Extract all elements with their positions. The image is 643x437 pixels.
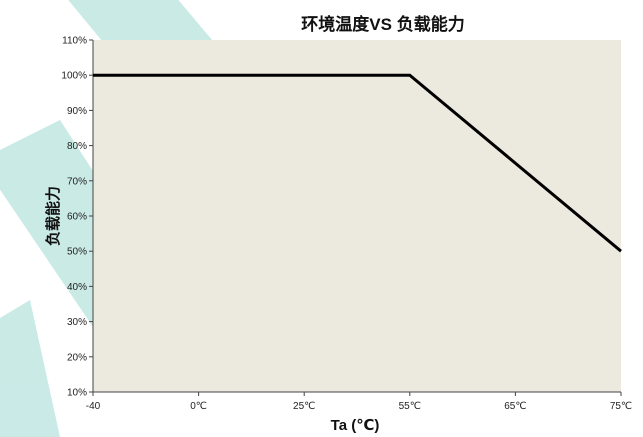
x-tick-label: -40 [86,401,101,412]
x-axis-label: Ta (℃) [331,417,380,434]
y-tick-label: 100% [61,71,87,82]
x-tick-label: 65℃ [504,401,526,412]
x-tick-label: 0℃ [190,401,207,412]
x-tick-label: 25℃ [293,401,315,412]
y-axis: 10% 20% 30% 40% 50% 60% 70% 80% 90% 100% 110% [61,36,94,399]
x-axis: -40 0℃ 25℃ 55℃ 65℃ 75℃ [86,391,632,412]
x-tick-label: 75℃ [610,401,632,412]
y-tick-label: 40% [67,282,87,293]
y-axis-label: 负载能力 [44,186,62,246]
y-tick-label: 110% [62,36,87,47]
y-tick-label: 60% [67,212,87,223]
y-tick-label: 20% [67,352,87,363]
y-tick-label: 10% [67,388,87,399]
y-tick-label: 70% [67,176,87,187]
y-tick-label: 90% [67,106,87,117]
y-tick-label: 30% [67,317,87,328]
y-tick-label: 80% [67,141,87,152]
y-tick-label: 50% [67,247,87,258]
series-layer [93,73,622,253]
x-tick-label: 55℃ [399,401,421,412]
chart-title: 环境温度VS 负载能力 [301,14,464,34]
plot-area [93,40,621,392]
series-line [93,73,622,253]
